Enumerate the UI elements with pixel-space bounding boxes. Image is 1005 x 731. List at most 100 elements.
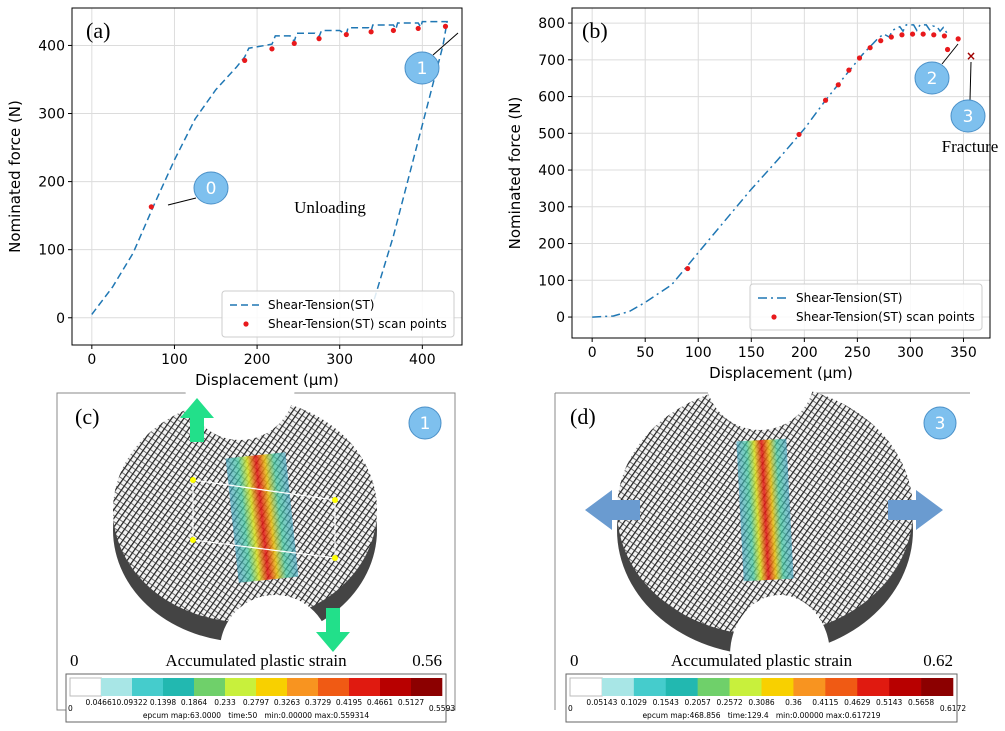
x-tick-label: 350: [950, 345, 977, 361]
y-tick-label: 800: [538, 16, 565, 32]
colorbar-segment: [793, 678, 826, 696]
y-tick-label: 300: [38, 107, 65, 123]
colorbar-segment: [225, 678, 257, 696]
scan-point: [888, 34, 894, 40]
callout-bubble: [408, 406, 442, 440]
colorbar-segment: [318, 678, 350, 696]
colorbar-segment: [825, 678, 858, 696]
colorbar-tick: 0.4629: [844, 698, 870, 707]
colorbar-segment: [256, 678, 288, 696]
legend-label: Shear-Tension(ST): [796, 291, 902, 305]
x-tick-label: 200: [791, 345, 818, 361]
colorbar-tick: 0.1398: [150, 698, 176, 707]
y-axis-label: Nominated force (N): [6, 100, 24, 253]
x-tick-label: 150: [738, 345, 765, 361]
scale-max: 0.56: [412, 651, 442, 670]
x-tick-label: 50: [636, 345, 654, 361]
colorbar-segment: [101, 678, 133, 696]
colorbar-segment: [69, 677, 102, 697]
scan-point: [316, 36, 322, 42]
scan-point: [242, 57, 248, 64]
scan-point: [909, 31, 916, 37]
y-tick-label: 300: [538, 200, 565, 216]
colorbar-tick: 0.1029: [621, 698, 647, 707]
scale-max: 0.62: [923, 651, 953, 670]
scan-point: [390, 27, 397, 34]
colorbar-tick: 0.233: [214, 698, 236, 707]
callout-bubble: [950, 99, 986, 133]
legend-label: Shear-Tension(ST) scan points: [796, 310, 975, 324]
scan-point: [846, 67, 852, 73]
colorbar-tick: 0.3086: [748, 698, 774, 707]
callout-bubble: [914, 61, 950, 95]
data-line: [91, 20, 448, 315]
scan-point: [822, 97, 829, 103]
colorbar-tick: 0.4195: [336, 698, 362, 707]
callout-label: 3: [963, 107, 974, 127]
annotation-arrow: [941, 43, 959, 65]
panel-label: (c): [75, 404, 99, 429]
callout-label: 1: [417, 59, 428, 79]
colorbar-segment: [921, 678, 954, 696]
scan-point: [291, 40, 297, 47]
scan-point: [368, 29, 374, 35]
colorbar-segment: [633, 678, 667, 696]
y-tick-label: 0: [56, 311, 65, 327]
specimens: [56, 320, 970, 715]
colorbar-tick: 0.2797: [243, 698, 269, 707]
legend-label: Shear-Tension(ST): [268, 298, 374, 312]
colorbar-tick: 0.3263: [274, 698, 300, 707]
colorbar-segment: [857, 678, 890, 696]
panel-label: (d): [570, 404, 596, 429]
colorbar-segment: [729, 678, 762, 696]
colorbar-segment: [889, 678, 922, 696]
scan-point: [931, 32, 937, 38]
annotation: Fracture: [942, 137, 999, 156]
scan-point: [343, 31, 349, 38]
y-tick-label: 500: [538, 126, 565, 142]
scan-point: [442, 23, 449, 29]
scan-point: [899, 32, 905, 38]
x-axis-label: Displacement (μm): [195, 371, 339, 389]
scan-point: [944, 46, 951, 53]
y-tick-label: 600: [538, 90, 565, 106]
callout-label: 3: [935, 414, 946, 434]
colorbar-tick: 0.1864: [181, 698, 207, 707]
callout-bubble: [193, 171, 229, 205]
specimen-c: [113, 330, 377, 705]
colorbar-tick: 0.5127: [398, 698, 424, 707]
colorbar-segment: [761, 678, 794, 696]
scan-point: [148, 204, 154, 210]
plot-area: [572, 8, 990, 338]
x-axis-label: Displacement (μm): [709, 364, 853, 382]
x-tick-label: 400: [409, 352, 436, 368]
legend-box: [749, 283, 983, 331]
colorbar-segment: [380, 678, 412, 696]
x-tick-label: 0: [588, 345, 597, 361]
y-tick-label: 100: [38, 243, 65, 259]
plot-marks: [592, 24, 961, 318]
y-tick-label: 400: [38, 38, 65, 54]
annotation-arrow: [167, 197, 197, 206]
colorbar-footer: epcum map:468.856 time:129.4 min:0.00000…: [642, 711, 880, 720]
legend-swatch: [243, 321, 249, 327]
colorbar-tick: 0.6172: [940, 704, 966, 713]
scan-point: [941, 33, 947, 39]
annotation-arrow: [969, 61, 972, 101]
scan-point: [796, 131, 802, 138]
scan-point: [835, 82, 841, 88]
y-tick-label: 100: [538, 273, 565, 289]
scan-point: [920, 31, 926, 37]
colorbar-tick: 0.3729: [305, 698, 331, 707]
scale-title: Accumulated plastic strain: [165, 651, 347, 670]
chart: 0 50 100 150 200 250 300 350 0 100 200 300 400 500 600…: [506, 7, 999, 382]
colorbar-segment: [697, 678, 730, 696]
scan-point: [269, 46, 275, 52]
colorbar-tick: 0.4115: [812, 698, 838, 707]
colorbar-tick: 0.09322: [116, 698, 147, 707]
scan-point: [955, 36, 961, 42]
colorbar-segment: [665, 678, 698, 696]
annotation: Unloading: [294, 198, 366, 217]
chart: 0 100 200 300 400 0 100 200 300 400 Displacement (…: [6, 7, 463, 389]
